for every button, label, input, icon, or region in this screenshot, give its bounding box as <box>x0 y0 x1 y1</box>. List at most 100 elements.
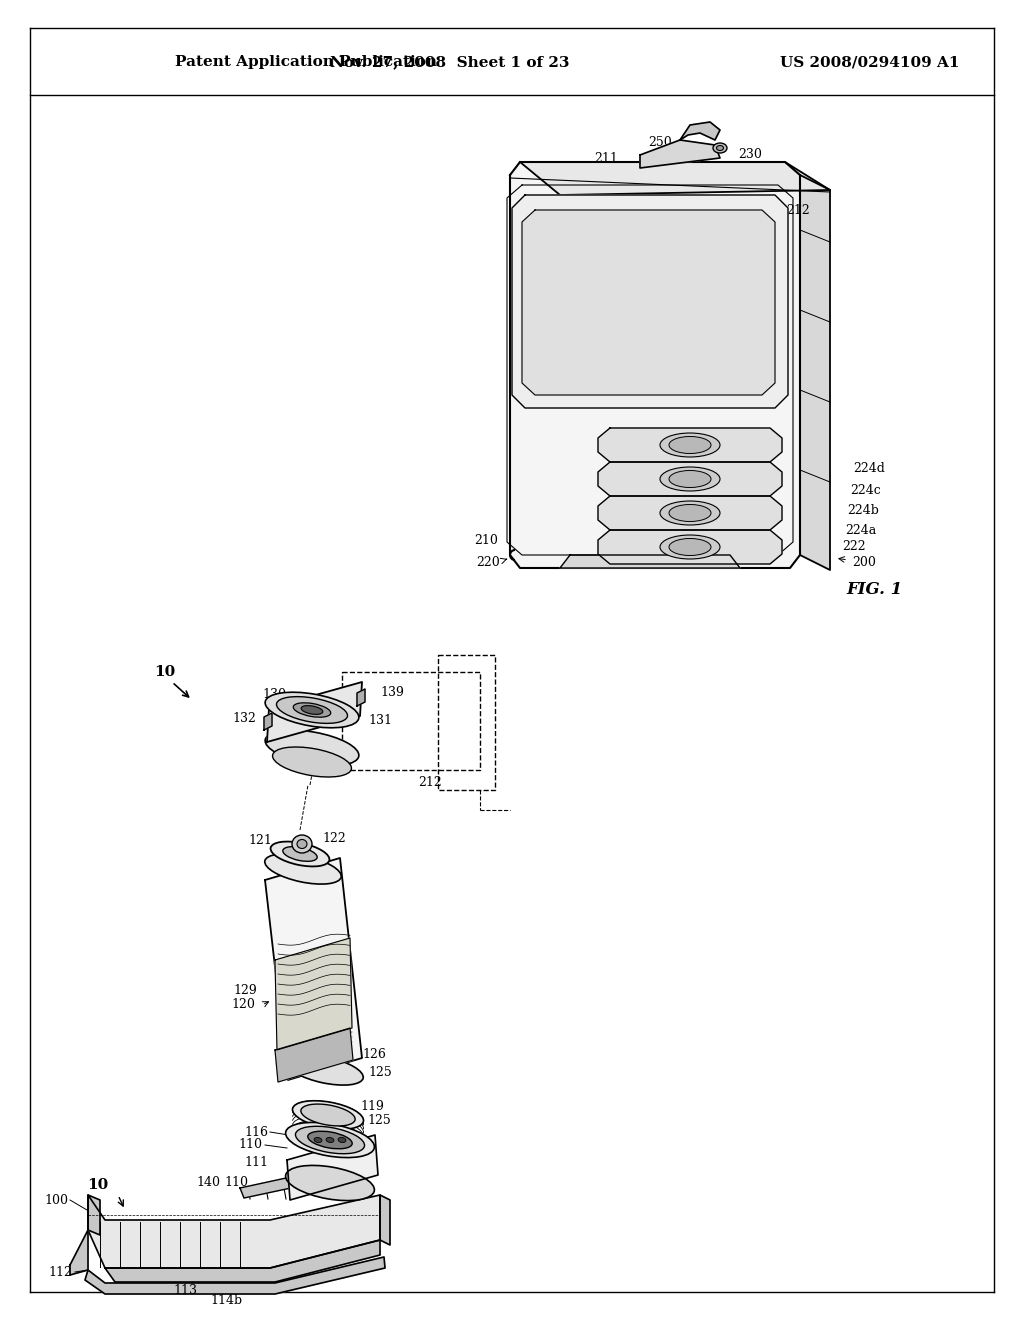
Text: 212: 212 <box>786 203 810 216</box>
Text: FIG. 1: FIG. 1 <box>847 582 903 598</box>
Ellipse shape <box>287 1055 364 1085</box>
Polygon shape <box>380 1195 390 1245</box>
Text: 122: 122 <box>322 832 346 845</box>
Ellipse shape <box>270 842 330 866</box>
Ellipse shape <box>669 539 711 556</box>
Polygon shape <box>267 682 362 742</box>
Ellipse shape <box>326 1138 334 1143</box>
Polygon shape <box>598 462 782 496</box>
Text: 224c: 224c <box>850 483 881 496</box>
Ellipse shape <box>286 1122 375 1158</box>
Text: 110: 110 <box>224 1176 248 1189</box>
Text: US 2008/0294109 A1: US 2008/0294109 A1 <box>780 55 959 69</box>
Text: 114b: 114b <box>210 1294 242 1307</box>
Polygon shape <box>287 1135 378 1200</box>
Ellipse shape <box>660 467 720 491</box>
Ellipse shape <box>338 1138 346 1143</box>
Text: 140: 140 <box>196 1176 220 1189</box>
Ellipse shape <box>265 692 358 727</box>
Text: 125: 125 <box>368 1065 392 1078</box>
Text: 114a: 114a <box>308 1172 340 1184</box>
Polygon shape <box>510 162 800 568</box>
Polygon shape <box>598 428 782 462</box>
Text: 125: 125 <box>367 1114 391 1126</box>
Text: Patent Application Publication: Patent Application Publication <box>175 55 437 69</box>
Polygon shape <box>520 162 830 195</box>
Ellipse shape <box>297 840 307 849</box>
Text: 132: 132 <box>232 711 256 725</box>
Polygon shape <box>598 531 782 564</box>
Polygon shape <box>640 140 720 168</box>
Polygon shape <box>265 858 362 1080</box>
Text: 111: 111 <box>244 1155 268 1168</box>
Ellipse shape <box>265 854 341 884</box>
Ellipse shape <box>286 1166 375 1201</box>
Text: 121: 121 <box>248 833 272 846</box>
Ellipse shape <box>283 846 317 862</box>
Text: 230: 230 <box>738 149 762 161</box>
Ellipse shape <box>713 143 727 153</box>
Text: 130: 130 <box>262 688 286 701</box>
Text: 116: 116 <box>244 1126 268 1138</box>
Text: 210: 210 <box>474 533 498 546</box>
Ellipse shape <box>717 145 724 150</box>
Text: 112: 112 <box>48 1266 72 1279</box>
Ellipse shape <box>669 470 711 487</box>
Text: 10: 10 <box>87 1177 108 1192</box>
Text: 224b: 224b <box>847 503 879 516</box>
Ellipse shape <box>314 1138 322 1143</box>
Polygon shape <box>85 1257 385 1294</box>
Polygon shape <box>800 176 830 570</box>
Polygon shape <box>560 554 740 568</box>
Text: 113: 113 <box>173 1283 197 1296</box>
Polygon shape <box>88 1195 100 1236</box>
Text: 250: 250 <box>648 136 672 149</box>
Polygon shape <box>70 1230 88 1275</box>
Text: 200: 200 <box>852 556 876 569</box>
Ellipse shape <box>276 697 347 723</box>
Text: 126: 126 <box>362 1048 386 1061</box>
Ellipse shape <box>660 535 720 558</box>
Ellipse shape <box>308 1131 352 1148</box>
Polygon shape <box>680 121 720 140</box>
Ellipse shape <box>293 1101 364 1129</box>
Polygon shape <box>512 195 788 408</box>
Polygon shape <box>357 689 365 706</box>
Text: 211: 211 <box>594 152 618 165</box>
Ellipse shape <box>669 504 711 521</box>
Ellipse shape <box>301 706 323 714</box>
Text: 220: 220 <box>476 556 500 569</box>
Text: 222: 222 <box>842 540 865 553</box>
Ellipse shape <box>660 502 720 525</box>
Text: 120: 120 <box>231 998 255 1011</box>
Polygon shape <box>275 939 352 1049</box>
Text: 212: 212 <box>418 776 441 788</box>
Text: 129: 129 <box>233 983 257 997</box>
Polygon shape <box>522 210 775 395</box>
Ellipse shape <box>265 730 358 766</box>
Polygon shape <box>275 1028 353 1082</box>
Polygon shape <box>105 1239 380 1282</box>
Ellipse shape <box>293 702 331 717</box>
Text: 224d: 224d <box>853 462 885 474</box>
Text: 118: 118 <box>288 1163 312 1176</box>
Ellipse shape <box>272 747 351 777</box>
Ellipse shape <box>660 433 720 457</box>
Text: 119: 119 <box>360 1101 384 1114</box>
Ellipse shape <box>301 1104 355 1126</box>
Text: 114c: 114c <box>310 1155 341 1168</box>
Ellipse shape <box>292 836 312 853</box>
Text: 110: 110 <box>238 1138 262 1151</box>
Ellipse shape <box>669 437 711 454</box>
Text: 131: 131 <box>368 714 392 726</box>
Text: 100: 100 <box>44 1193 68 1206</box>
Polygon shape <box>598 496 782 531</box>
Polygon shape <box>240 1175 305 1199</box>
Text: 10: 10 <box>155 665 176 678</box>
Polygon shape <box>264 713 272 730</box>
Text: 139: 139 <box>380 685 403 698</box>
Text: Nov. 27, 2008  Sheet 1 of 23: Nov. 27, 2008 Sheet 1 of 23 <box>331 55 569 69</box>
Polygon shape <box>88 1195 380 1269</box>
Text: 224a: 224a <box>845 524 877 536</box>
Ellipse shape <box>296 1126 365 1154</box>
